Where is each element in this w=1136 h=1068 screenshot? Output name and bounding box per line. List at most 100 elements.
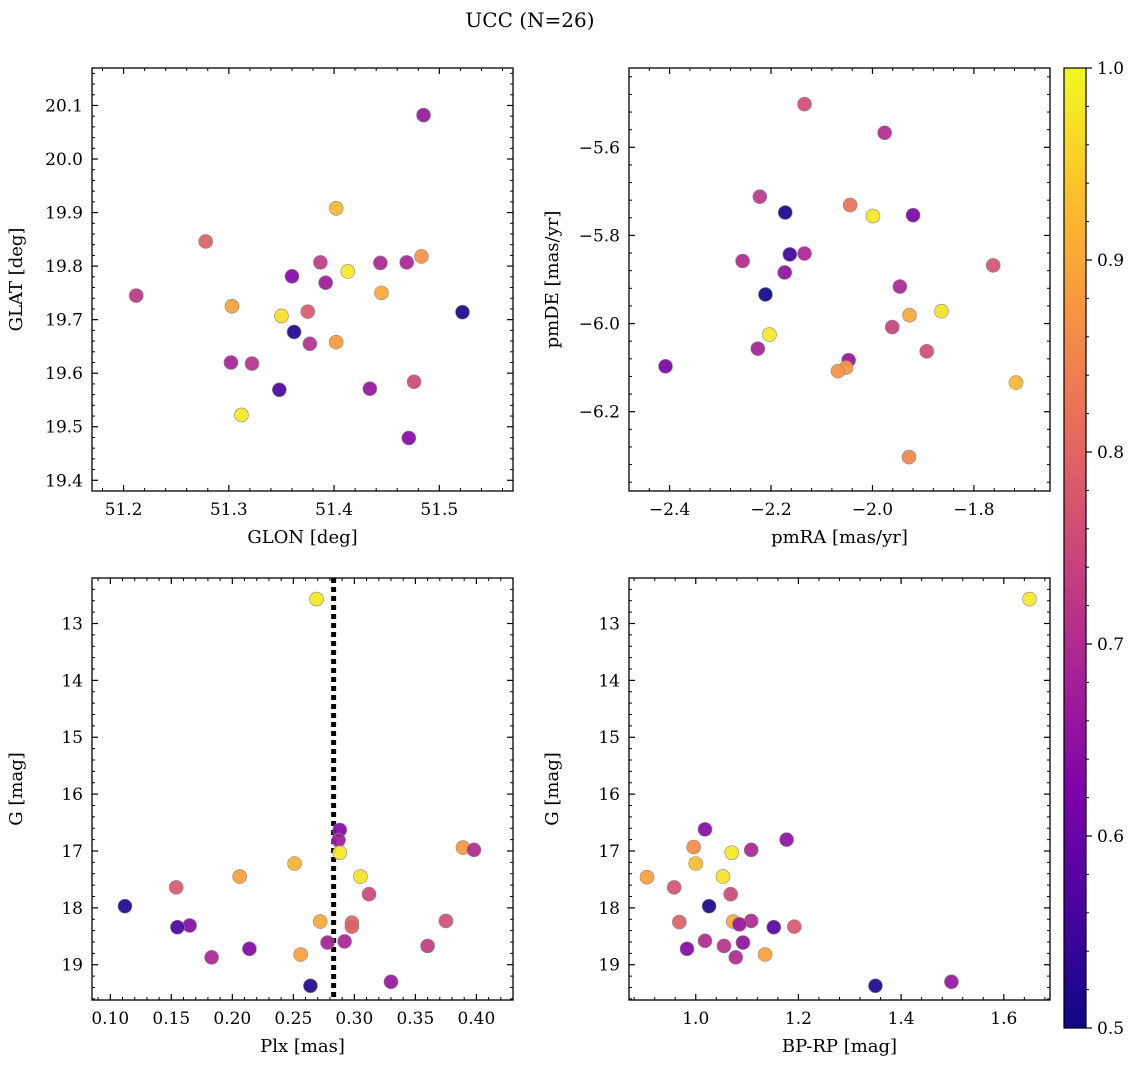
colorbar-tick-label: 0.7 [1097,635,1124,655]
scatter-point [353,869,368,884]
scatter-point [234,407,249,423]
scatter-point [274,308,289,324]
y-axis-label: GLAT [deg] [6,228,27,332]
y-axis-label: G [mag] [542,752,563,825]
scatter-point [901,449,917,465]
scatter-point [877,125,892,141]
panel-plx-g: 0.10 0.15 0.20 0.25 0.30 0.35 0.40 13 14 15 16 17 18… [6,577,514,1057]
scatter-point [344,919,360,934]
scatter-point [752,189,768,204]
scatter-point [892,279,908,294]
scatter-point [934,303,949,319]
y-axis-label: pmDE [mas/yr] [542,211,563,349]
scatter-point [666,880,682,895]
y-tick-label: 19.8 [45,257,83,277]
scatter-point [420,938,435,954]
scatter-point [374,285,389,301]
scatter-point [723,886,738,902]
scatter-point [466,842,482,858]
scatter-point [865,208,881,224]
y-tick-label: 16 [598,785,620,805]
scatter-point [762,327,777,342]
scatter-point [128,288,144,303]
y-tick-label: 18 [598,899,620,919]
scatter-point [223,355,239,370]
x-tick-label: −2.2 [750,500,791,520]
scatter-point [732,917,747,932]
scatter-point [697,822,713,837]
scatter-point [438,913,454,929]
y-tick-label: 19.4 [45,471,83,491]
colorbar-gradient [1063,67,1087,1029]
x-axis-label: GLON [deg] [247,527,357,548]
y-tick-label: 16 [61,785,83,805]
scatter-point [242,941,257,957]
scatter-point [303,978,318,994]
scatter-point [724,845,739,860]
scatter-point [414,249,429,264]
x-tick-label: 1.6 [990,1009,1017,1029]
scatter-point [750,341,766,356]
scatter-point [758,287,773,302]
x-tick-label: 1.0 [682,1009,709,1029]
scatter-point [320,935,335,950]
y-tick-label: 17 [61,842,83,862]
scatter-point [686,839,701,855]
y-tick-label: 20.1 [45,96,83,116]
scatter-point [672,914,687,930]
axes-frame [91,577,514,1001]
scatter-point [842,197,858,213]
scatter-point [272,382,287,398]
scatter-point [902,307,917,323]
scatter-point [318,275,333,291]
scatter-point [401,430,417,446]
plot-area [629,578,1050,1000]
axes-frame [628,67,1051,492]
y-tick-label: 13 [61,614,83,634]
scatter-point [373,255,388,271]
y-tick-label: 19.5 [45,418,83,438]
plot-area [92,68,513,491]
y-axis-label: G [mag] [6,752,27,825]
colorbar: 0.5 0.6 0.7 0.8 0.9 1.0 [1063,59,1124,1039]
scatter-point [168,880,184,895]
scatter-point [797,96,812,112]
x-tick-label: 51.2 [105,500,143,520]
scatter-point [715,869,731,884]
scatter-point [455,304,470,320]
scatter-point [170,919,185,935]
scatter-point [757,947,773,962]
x-tick-label: 0.30 [335,1009,373,1029]
scatter-point [406,374,422,390]
scatter-point [224,298,240,314]
x-tick-label: 0.25 [274,1009,312,1029]
scatter-point [244,356,260,371]
x-tick-label: 51.4 [315,500,353,520]
scatter-point [312,914,328,929]
scatter-point [944,974,959,990]
scatter-point [1008,375,1024,390]
scatter-point [361,886,377,902]
scatter-point [728,950,744,965]
colorbar-tick-label: 0.8 [1097,443,1124,463]
scatter-point [331,832,346,848]
x-tick-label: 0.10 [91,1009,129,1029]
scatter-point [688,856,704,871]
x-tick-label: 0.40 [457,1009,495,1029]
scatter-point [905,207,921,223]
scatter-point [985,258,1001,273]
scatter-point [309,591,324,607]
y-tick-label: −5.6 [579,138,620,158]
y-tick-label: 14 [61,671,83,691]
scatter-point [362,381,378,397]
colorbar-tick-label: 0.9 [1097,251,1124,271]
y-tick-label: 15 [598,728,620,748]
scatter-point [300,304,316,319]
scatter-point [328,334,344,350]
scatter-point [293,947,308,962]
y-tick-label: 18 [61,899,83,919]
colorbar-tick-label: 0.6 [1097,827,1124,847]
x-tick-label: 0.35 [396,1009,434,1029]
scatter-point [198,234,213,249]
